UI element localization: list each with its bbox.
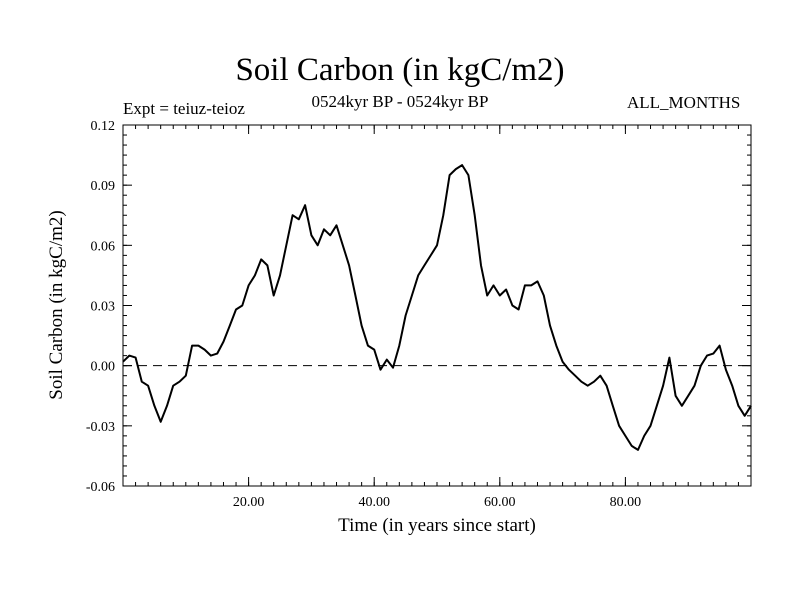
- chart-title: Soil Carbon (in kgC/m2): [235, 52, 565, 88]
- x-axis-label: Time (in years since start): [338, 515, 536, 536]
- x-tick-label: 60.00: [484, 495, 516, 510]
- y-tick-label: 0.09: [91, 179, 116, 194]
- y-tick-label: 0.03: [91, 300, 116, 315]
- x-tick-label: 80.00: [610, 495, 642, 510]
- chart-subtitle: 0524kyr BP - 0524kyr BP: [311, 92, 489, 111]
- plot-frame: [122, 124, 752, 487]
- x-tick-label: 40.00: [358, 495, 390, 510]
- experiment-label: Expt = teiuz-teioz: [123, 99, 245, 118]
- period-label: ALL_MONTHS: [627, 93, 741, 112]
- y-tick-label: -0.03: [86, 420, 115, 435]
- x-tick-label: 20.00: [233, 495, 265, 510]
- y-tick-label: 0.06: [91, 239, 116, 254]
- axis-ticks: [122, 124, 752, 487]
- soil-carbon-series-line: [122, 164, 752, 451]
- y-tick-label: 0.12: [91, 119, 116, 134]
- axis-tick-labels: 20.00 40.00 60.00 80.00 -0.06 -0.03 0.00 0.03 0.…: [86, 119, 641, 510]
- y-tick-label: -0.06: [86, 480, 115, 495]
- y-axis-label: Soil Carbon (in kgC/m2): [46, 210, 67, 399]
- y-tick-label: 0.00: [91, 360, 116, 375]
